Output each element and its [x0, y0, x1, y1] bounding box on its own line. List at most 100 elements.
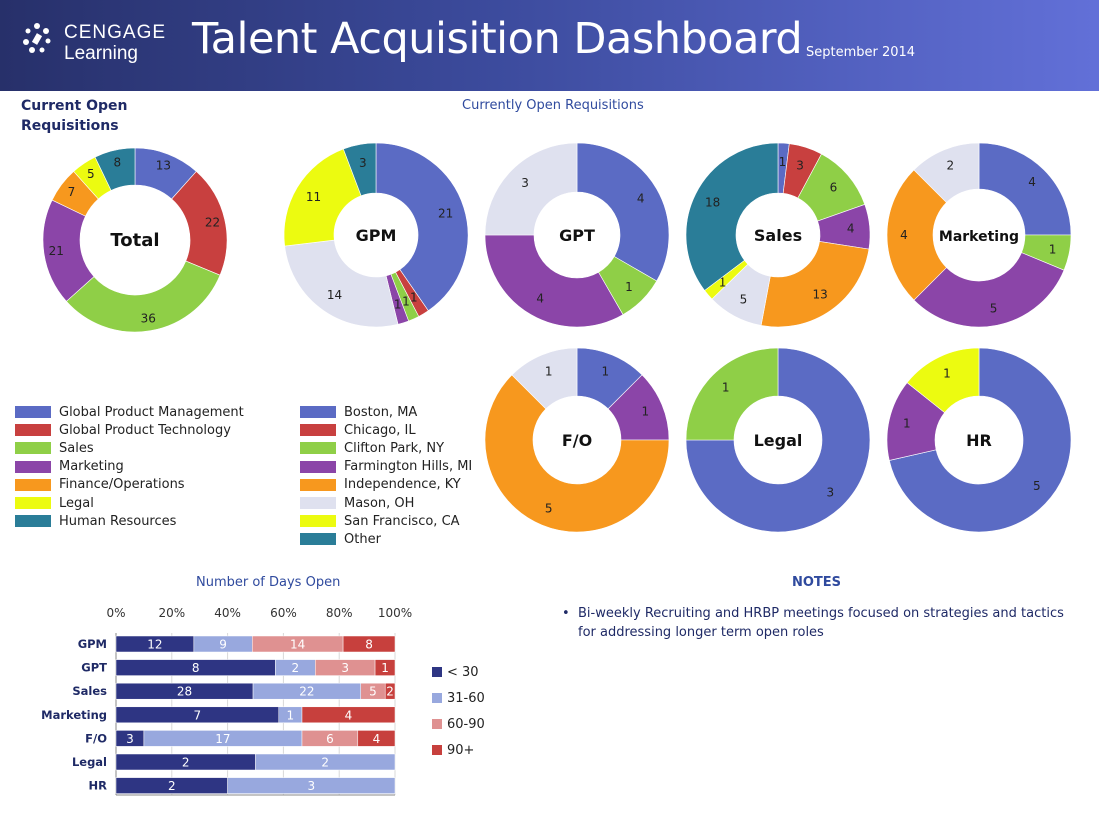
- donut-center-label: GPM: [356, 226, 397, 245]
- slice-value-label: 4: [536, 292, 544, 306]
- slice-value-label: 5: [87, 167, 95, 181]
- bar-value-label: 28: [177, 685, 192, 699]
- slice-value-label: 4: [637, 191, 645, 205]
- slice-san-francisco-ca: [906, 347, 980, 413]
- slice-value-label: 5: [740, 292, 748, 306]
- slice-clifton-park-ny: [685, 347, 779, 441]
- donut-hr: 5 1 1 HR: [886, 347, 1072, 533]
- legend-label: 90+: [447, 742, 475, 758]
- slice-value-label: 21: [49, 244, 64, 258]
- legend-locations: Boston, MA Chicago, IL Clifton Park, NY Far…: [300, 403, 472, 549]
- legend-item-legal: Legal: [15, 494, 244, 512]
- bar-value-label: 12: [147, 638, 162, 652]
- page-title: Talent Acquisition Dashboard: [192, 14, 803, 64]
- legend-item-independence-ky: Independence, KY: [300, 476, 472, 494]
- bar-value-label: 1: [287, 708, 295, 722]
- legend-label: Other: [344, 531, 381, 547]
- legend-swatch: [300, 442, 336, 455]
- category-label: Sales: [72, 684, 107, 698]
- cengage-logo-icon: [23, 23, 51, 53]
- bar-value-label: 3: [307, 779, 315, 793]
- bar-value-label: 3: [341, 661, 349, 675]
- bar-value-label: 1: [381, 661, 389, 675]
- legend-item-san-francisco-ca: San Francisco, CA: [300, 512, 472, 530]
- legend-item-sales: Sales: [15, 439, 244, 457]
- slice-independence-ky: [484, 374, 670, 533]
- legend-item-global-product-management: Global Product Management: [15, 403, 244, 421]
- donut-gpt: 4 1 4 3 GPT: [484, 142, 670, 328]
- slice-mason-oh: [913, 142, 980, 203]
- legend-swatch: [432, 745, 442, 755]
- legend-label: < 30: [447, 664, 479, 680]
- bar-value-label: 8: [365, 638, 373, 652]
- donut-center-label: Sales: [754, 226, 802, 245]
- slice-value-label: 1: [722, 381, 730, 395]
- legend-swatch: [15, 478, 51, 491]
- legend-item-global-product-technology: Global Product Technology: [15, 421, 244, 439]
- bar-value-label: 2: [386, 685, 394, 699]
- legend-item-marketing: Marketing: [15, 458, 244, 476]
- bar-segment: [342, 635, 396, 653]
- slice-value-label: 13: [156, 159, 171, 173]
- legend-label: 31-60: [447, 690, 485, 706]
- legend-label: Global Product Management: [59, 404, 244, 420]
- legend-swatch: [300, 406, 336, 419]
- slice-value-label: 1: [779, 155, 787, 169]
- slice-value-label: 21: [438, 206, 453, 220]
- legend-label: Legal: [59, 495, 94, 511]
- legend-functions: Global Product Management Global Product …: [15, 403, 244, 530]
- header-banner: CENGAGE Learning Talent Acquisition Dash…: [0, 0, 1099, 91]
- slice-value-label: 1: [394, 298, 402, 312]
- legend-label: Sales: [59, 440, 94, 456]
- legend-swatch: [300, 478, 336, 491]
- bar-segment: [227, 777, 396, 794]
- legend-swatch: [432, 667, 442, 677]
- legend-label: Finance/Operations: [59, 477, 185, 493]
- bar-legend-item: < 30: [432, 659, 485, 685]
- slice-value-label: 3: [359, 156, 367, 170]
- slice-value-label: 6: [830, 181, 838, 195]
- legend-item-clifton-park-ny: Clifton Park, NY: [300, 439, 472, 457]
- slice-value-label: 1: [410, 290, 418, 304]
- legend-label: Independence, KY: [344, 477, 461, 493]
- x-tick-label: 0%: [106, 606, 125, 620]
- donut-center-label: Marketing: [939, 229, 1019, 245]
- bar-segment: [357, 730, 396, 747]
- open-reqs-title: Currently Open Requisitions: [462, 98, 644, 113]
- legend-item-human-resources: Human Resources: [15, 512, 244, 530]
- notes-title: NOTES: [792, 575, 842, 590]
- bar-segment: [374, 659, 396, 676]
- slice-value-label: 1: [402, 295, 410, 309]
- slice-value-label: 4: [1028, 175, 1036, 189]
- slice-farmington-hills-mi: [484, 234, 624, 328]
- slice-mason-oh: [284, 239, 399, 328]
- bar-segment: [384, 682, 396, 700]
- donut-center-label: GPT: [559, 226, 595, 245]
- bar-value-label: 3: [126, 732, 134, 746]
- notes-item: Bi-weekly Recruiting and HRBP meetings f…: [578, 606, 1064, 640]
- donut-f-o: 1 1 5 1 F/O: [484, 347, 670, 533]
- legend-swatch: [15, 406, 51, 419]
- slice-value-label: 3: [796, 158, 804, 172]
- slice-value-label: 1: [545, 365, 553, 379]
- slice-value-label: 5: [1033, 479, 1041, 493]
- legend-swatch: [15, 497, 51, 510]
- bar-value-label: 17: [215, 732, 230, 746]
- slice-value-label: 5: [990, 302, 998, 316]
- bar-value-label: 4: [345, 708, 353, 722]
- slice-value-label: 14: [327, 288, 342, 302]
- legend-item-mason-oh: Mason, OH: [300, 494, 472, 512]
- slice-boston-ma: [888, 347, 1072, 533]
- slice-value-label: 36: [141, 311, 156, 325]
- donut-center-label: HR: [966, 431, 992, 450]
- legend-swatch: [432, 719, 442, 729]
- legend-swatch: [15, 424, 51, 437]
- legend-swatch: [300, 497, 336, 510]
- slice-value-label: 8: [113, 155, 121, 169]
- donut-center-label: F/O: [562, 431, 592, 450]
- legend-label: Clifton Park, NY: [344, 440, 445, 456]
- bullet-icon: •: [562, 606, 570, 621]
